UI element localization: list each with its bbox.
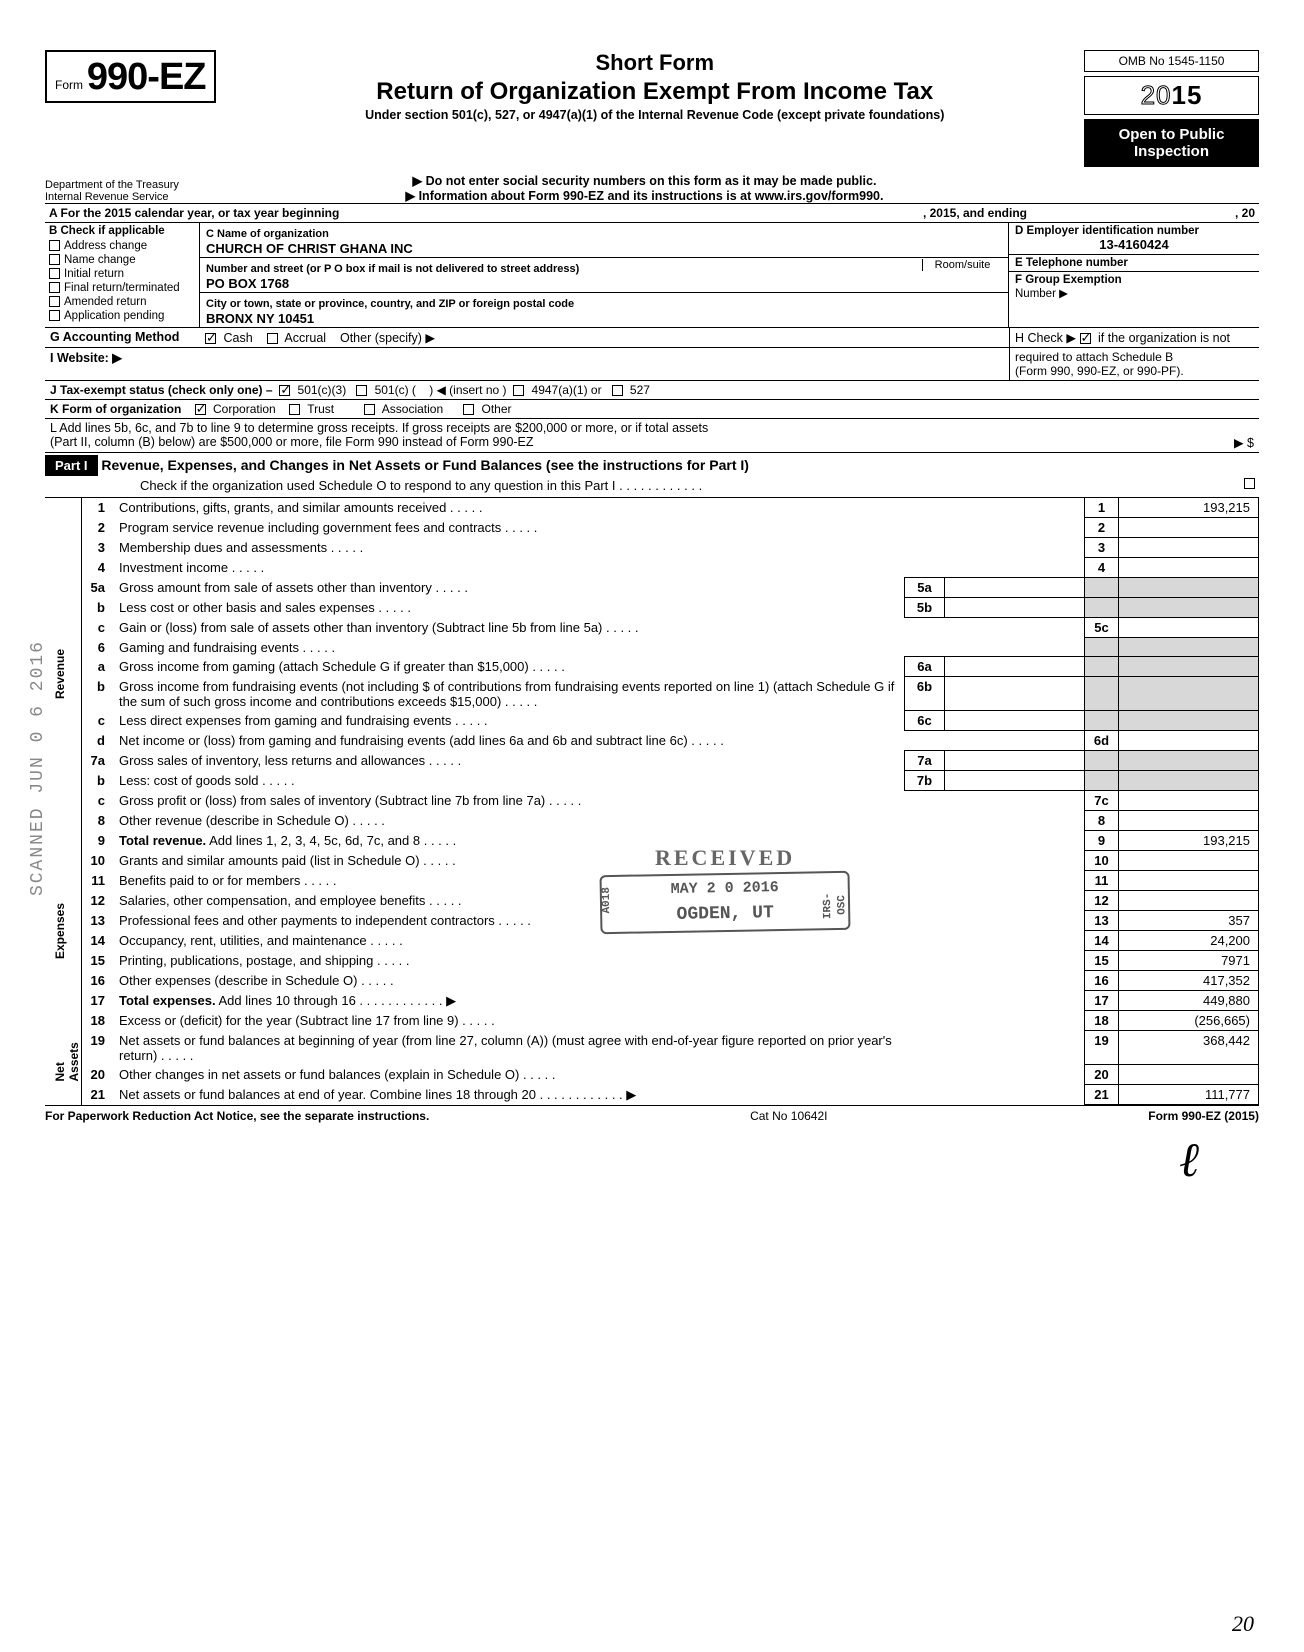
org-city: BRONX NY 10451 — [206, 311, 314, 326]
signature-mark: ℓ — [45, 1133, 1259, 1188]
notice-row: Department of the Treasury Internal Reve… — [45, 173, 1259, 203]
form-number-box: Form 990-EZ — [45, 50, 216, 103]
line-row: Expenses10Grants and similar amounts pai… — [45, 851, 1259, 871]
line-row: dNet income or (loss) from gaming and fu… — [45, 731, 1259, 751]
line-row: Net Assets18Excess or (deficit) for the … — [45, 1011, 1259, 1031]
chk-501c3[interactable] — [279, 385, 290, 396]
chk-4947[interactable] — [513, 385, 524, 396]
line-row: 2Program service revenue including gover… — [45, 518, 1259, 538]
subtitle: Under section 501(c), 527, or 4947(a)(1)… — [234, 108, 1076, 122]
line-row: 19Net assets or fund balances at beginni… — [45, 1031, 1259, 1065]
chk-application-pending[interactable]: Application pending — [45, 309, 199, 323]
ein: 13-4160424 — [1015, 237, 1253, 252]
org-name: CHURCH OF CHRIST GHANA INC — [206, 241, 413, 256]
row-k: K Form of organization Corporation Trust… — [45, 400, 1259, 419]
line-row: bLess: cost of goods sold . . . . .7b — [45, 771, 1259, 791]
row-i: I Website: ▶ required to attach Schedule… — [45, 348, 1259, 381]
row-a: A For the 2015 calendar year, or tax yea… — [45, 203, 1259, 223]
section-c: C Name of organization CHURCH OF CHRIST … — [200, 223, 1009, 327]
main-title: Return of Organization Exempt From Incom… — [234, 78, 1076, 106]
short-form-label: Short Form — [234, 50, 1076, 76]
section-b: B Check if applicable Address change Nam… — [45, 223, 200, 327]
chk-trust[interactable] — [289, 404, 300, 415]
form-number: 990-EZ — [87, 56, 206, 98]
info-notice: ▶ Information about Form 990-EZ and its … — [205, 188, 1084, 203]
chk-501c[interactable] — [356, 385, 367, 396]
dept-treasury: Department of the Treasury — [45, 179, 179, 191]
line-row: 9Total revenue. Add lines 1, 2, 3, 4, 5c… — [45, 831, 1259, 851]
chk-schedule-o[interactable] — [1244, 478, 1255, 489]
line-row: cLess direct expenses from gaming and fu… — [45, 711, 1259, 731]
line-row: Revenue1Contributions, gifts, grants, an… — [45, 498, 1259, 518]
line-row: cGross profit or (loss) from sales of in… — [45, 791, 1259, 811]
org-address: PO BOX 1768 — [206, 276, 289, 291]
chk-corporation[interactable] — [195, 404, 206, 415]
irs-label: Internal Revenue Service — [45, 191, 169, 203]
line-row: 15Printing, publications, postage, and s… — [45, 951, 1259, 971]
line-row: cGain or (loss) from sale of assets othe… — [45, 618, 1259, 638]
line-row: 5aGross amount from sale of assets other… — [45, 578, 1259, 598]
row-g-h: G Accounting Method Cash Accrual Other (… — [45, 328, 1259, 348]
line-row: aGross income from gaming (attach Schedu… — [45, 657, 1259, 677]
line-row: 17Total expenses. Add lines 10 through 1… — [45, 991, 1259, 1011]
chk-name-change[interactable]: Name change — [45, 253, 199, 267]
section-d-e-f: D Employer identification number 13-4160… — [1009, 223, 1259, 327]
irs-stamp: A018 MAY 2 0 2016 OGDEN, UT IRS-OSC — [600, 871, 851, 934]
row-l: L Add lines 5b, 6c, and 7b to line 9 to … — [45, 419, 1259, 452]
form-prefix: Form — [55, 78, 83, 92]
chk-other-org[interactable] — [463, 404, 474, 415]
chk-amended-return[interactable]: Amended return — [45, 295, 199, 309]
header-grid: B Check if applicable Address change Nam… — [45, 223, 1259, 328]
line-row: 14Occupancy, rent, utilities, and mainte… — [45, 931, 1259, 951]
line-row: 20Other changes in net assets or fund ba… — [45, 1065, 1259, 1085]
page-footer: For Paperwork Reduction Act Notice, see … — [45, 1105, 1259, 1123]
tax-year: 2015 — [1084, 76, 1259, 115]
omb-number: OMB No 1545-1150 — [1084, 50, 1259, 72]
page-number: 20 — [1232, 1611, 1254, 1637]
form-header: Form 990-EZ Short Form Return of Organiz… — [45, 50, 1259, 167]
part-1-header: Part I Revenue, Expenses, and Changes in… — [45, 452, 1259, 498]
chk-accrual[interactable] — [267, 333, 278, 344]
line-row: 7aGross sales of inventory, less returns… — [45, 751, 1259, 771]
chk-schedule-b[interactable] — [1080, 333, 1091, 344]
chk-final-return[interactable]: Final return/terminated — [45, 281, 199, 295]
line-row: 16Other expenses (describe in Schedule O… — [45, 971, 1259, 991]
line-row: bLess cost or other basis and sales expe… — [45, 598, 1259, 618]
row-j: J Tax-exempt status (check only one) – 5… — [45, 381, 1259, 400]
part-1-table: Revenue1Contributions, gifts, grants, an… — [45, 498, 1259, 1105]
line-row: 8Other revenue (describe in Schedule O) … — [45, 811, 1259, 831]
received-stamp: RECEIVED — [655, 845, 795, 871]
line-row: 6Gaming and fundraising events . . . . . — [45, 638, 1259, 657]
chk-527[interactable] — [612, 385, 623, 396]
line-row: 21Net assets or fund balances at end of … — [45, 1085, 1259, 1105]
line-row: 3Membership dues and assessments . . . .… — [45, 538, 1259, 558]
chk-initial-return[interactable]: Initial return — [45, 267, 199, 281]
chk-cash[interactable] — [205, 333, 216, 344]
line-row: 4Investment income . . . . .4 — [45, 558, 1259, 578]
public-inspection: Open to PublicInspection — [1084, 119, 1259, 167]
line-row: bGross income from fundraising events (n… — [45, 677, 1259, 711]
ssn-notice: ▶ Do not enter social security numbers o… — [205, 173, 1084, 188]
chk-address-change[interactable]: Address change — [45, 239, 199, 253]
chk-association[interactable] — [364, 404, 375, 415]
